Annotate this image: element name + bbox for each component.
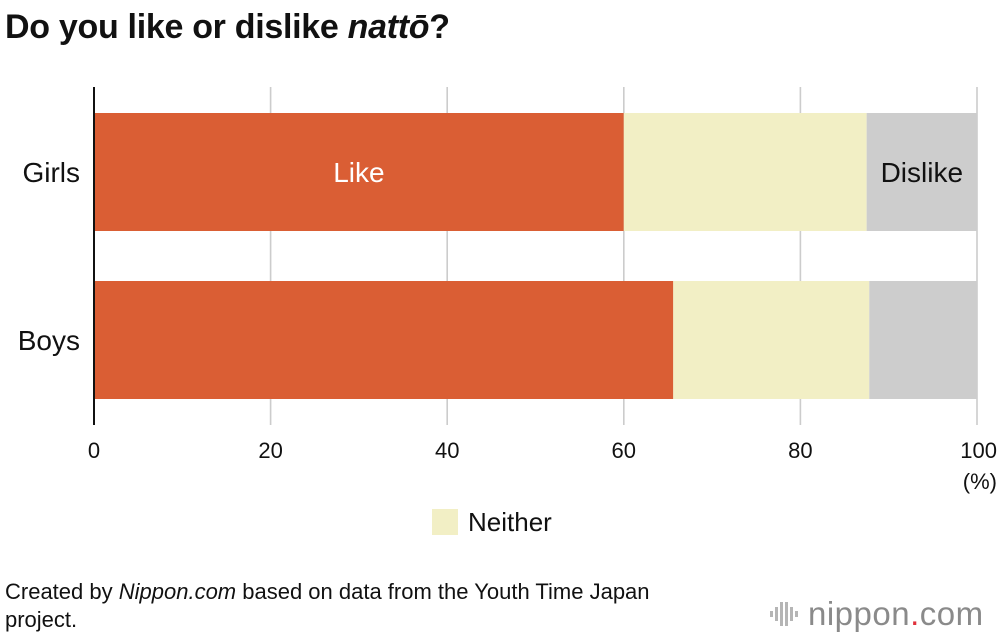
chart-title-prefix: Do you like or dislike: [5, 8, 348, 46]
x-tick-label-80: 80: [788, 438, 812, 463]
x-tick-label-40: 40: [435, 438, 459, 463]
bar-girls-neither: [623, 113, 867, 231]
logo-suffix: com: [919, 595, 984, 632]
legend-label-neither: Neither: [468, 507, 552, 537]
source-note-prefix: Created by: [5, 579, 119, 604]
logo-dot: .: [910, 595, 920, 632]
source-note: Created by Nippon.com based on data from…: [5, 578, 695, 634]
bar-label-girls-like: Like: [333, 157, 384, 188]
source-note-italic: Nippon.com: [118, 579, 237, 604]
bar-boys-dislike: [869, 281, 977, 399]
bar-girls-dislike: [866, 113, 977, 231]
nippon-logo: nippon.com: [770, 595, 984, 633]
logo-name: nippon: [808, 595, 911, 632]
nippon-logo-text: nippon.com: [808, 595, 984, 633]
x-tick-label-60: 60: [612, 438, 636, 463]
bar-boys-neither: [673, 281, 870, 399]
chart-title-italic: nattō: [347, 8, 430, 46]
bar-boys-like: [94, 281, 674, 399]
bar-girls-like: [94, 113, 624, 231]
legend-swatch-neither: [432, 509, 458, 535]
chart-title: Do you like or dislike nattō?: [5, 8, 450, 47]
x-tick-label-20: 20: [258, 438, 282, 463]
source-note-suffix: based on data from the Youth Time Japan …: [5, 579, 650, 632]
category-label-girls: Girls: [22, 157, 80, 188]
x-tick-label-100: 100: [960, 438, 997, 463]
category-label-boys: Boys: [18, 325, 80, 356]
x-axis-unit: (%): [963, 469, 997, 494]
nippon-logo-icon: [770, 602, 798, 626]
x-tick-label-0: 0: [88, 438, 100, 463]
bar-label-girls-dislike: Dislike: [881, 157, 963, 188]
chart-title-suffix: ?: [429, 8, 450, 46]
